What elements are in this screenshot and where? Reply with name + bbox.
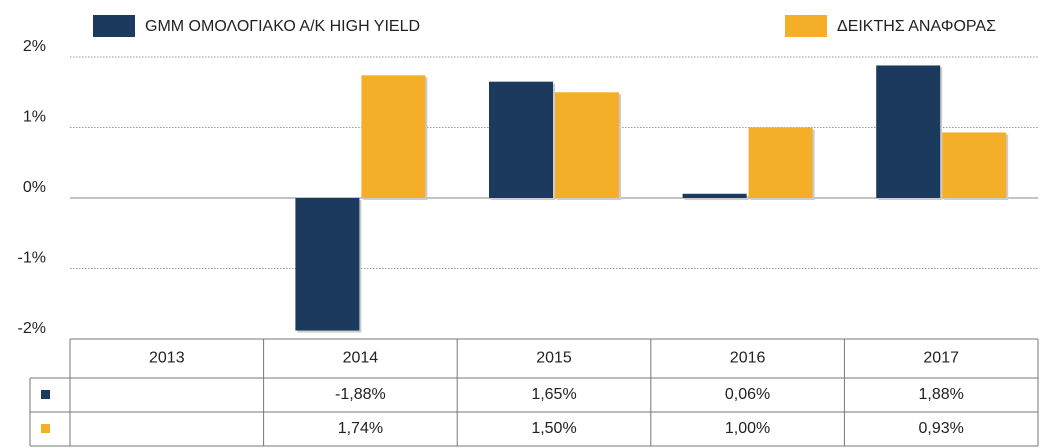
table-value: 1,50% (531, 420, 576, 437)
legend-label: GMM ΟΜΟΛΟΓΙΑΚΟ Α/Κ HIGH YIELD (145, 18, 420, 35)
x-tick-label: 2017 (923, 350, 959, 367)
legend-label: ΔΕΙΚΤΗΣ ΑΝΑΦΟΡΑΣ (837, 18, 996, 35)
legend-swatch (93, 15, 135, 37)
x-tick-label: 2014 (343, 350, 379, 367)
table-legend-key (41, 390, 50, 399)
bar (942, 132, 1007, 198)
x-tick-label: 2013 (149, 350, 185, 367)
bar (876, 65, 941, 199)
x-tick-label: 2016 (730, 350, 766, 367)
bar (361, 75, 426, 198)
bar (295, 198, 360, 331)
y-tick-label: 2% (23, 38, 46, 55)
legend-swatch (785, 15, 827, 37)
table-legend-key (41, 424, 50, 433)
bar (489, 81, 553, 198)
bar (682, 193, 747, 198)
table-value: 1,65% (531, 386, 576, 403)
y-tick-label: 0% (23, 179, 46, 196)
y-tick-label: 1% (23, 109, 46, 126)
table-value: 0,93% (919, 420, 964, 437)
x-tick-label: 2015 (536, 350, 572, 367)
bar (555, 92, 619, 198)
table-value: 0,06% (725, 386, 770, 403)
table-value: -1,88% (335, 386, 386, 403)
y-tick-label: -1% (18, 250, 46, 267)
bar (748, 127, 813, 198)
table-value: 1,74% (338, 420, 383, 437)
table-value: 1,00% (725, 420, 770, 437)
y-tick-label: -2% (18, 320, 46, 337)
table-value: 1,88% (919, 386, 964, 403)
